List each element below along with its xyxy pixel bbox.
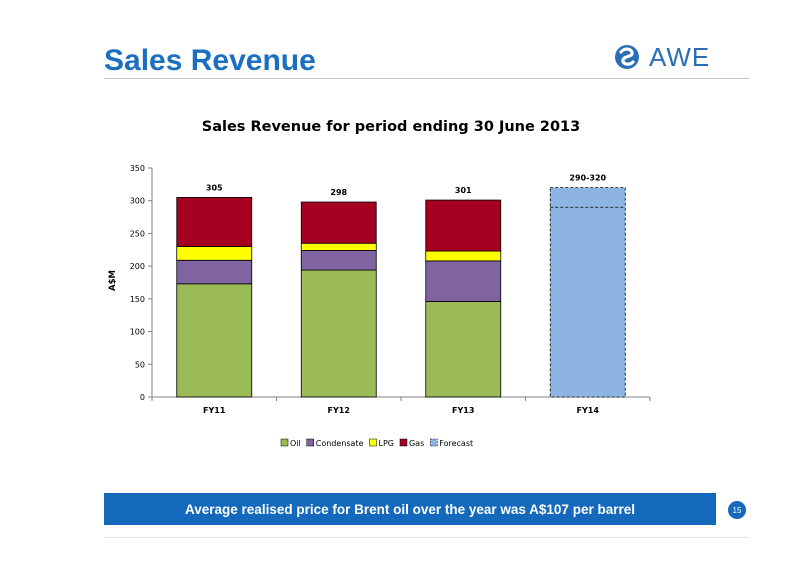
- legend-label-lpg: LPG: [379, 439, 394, 448]
- y-tick-label: 300: [130, 197, 145, 206]
- legend-label-oil: Oil: [290, 439, 301, 448]
- legend-label-condensate: Condensate: [316, 439, 364, 448]
- x-tick-label: FY12: [328, 406, 350, 415]
- legend-label-forecast: Forecast: [439, 439, 473, 448]
- page-title: Sales Revenue: [104, 44, 316, 77]
- y-tick-label: 150: [130, 295, 145, 304]
- bar-lpg-fy12: [300, 242, 377, 251]
- bar-gas-fy11: [176, 197, 253, 247]
- bar-oil-fy12: [300, 269, 377, 398]
- bar-oil-fy11: [176, 283, 253, 398]
- bar-gas-fy13: [425, 199, 502, 252]
- bottom-banner: Average realised price for Brent oil ove…: [104, 493, 716, 525]
- footer-divider: [104, 537, 749, 538]
- legend-swatch-gas: [399, 438, 408, 447]
- x-tick-label: FY11: [203, 406, 226, 415]
- bar-condensate-fy13: [425, 260, 502, 302]
- data-label-fy12: 298: [330, 188, 347, 197]
- legend-swatch-lpg: [369, 438, 377, 447]
- page-number: 15: [728, 501, 746, 519]
- y-tick-label: 100: [130, 328, 145, 337]
- data-label-fy13: 301: [455, 186, 472, 195]
- data-label-fy11: 305: [206, 183, 223, 192]
- bar-gas-fy12: [300, 201, 377, 244]
- data-label-fy14: 290-320: [569, 174, 606, 183]
- legend-swatch-forecast: [430, 438, 438, 447]
- bar-lpg-fy11: [176, 246, 253, 261]
- bar-forecast-fy14: [549, 187, 626, 398]
- y-tick-label: 200: [130, 262, 145, 271]
- legend-label-gas: Gas: [409, 439, 424, 448]
- chart-title: Sales Revenue for period ending 30 June …: [202, 119, 580, 135]
- bar-oil-fy13: [425, 301, 502, 398]
- bar-lpg-fy13: [425, 250, 502, 262]
- company-logo: AWE: [613, 42, 710, 72]
- legend-swatch-condensate: [306, 438, 314, 447]
- y-axis-label: A$M: [108, 270, 118, 291]
- legend-swatch-oil: [280, 438, 289, 447]
- bar-condensate-fy11: [176, 259, 253, 285]
- x-tick-label: FY14: [577, 406, 600, 415]
- awe-logo-icon: [615, 45, 639, 69]
- y-tick-label: 350: [130, 164, 145, 173]
- y-tick-label: 0: [140, 393, 145, 402]
- y-tick-label: 250: [130, 229, 145, 238]
- title-divider: [104, 78, 749, 79]
- y-tick-label: 50: [135, 360, 145, 369]
- x-tick-label: FY13: [452, 406, 474, 415]
- logo-text: AWE: [649, 41, 711, 72]
- bar-condensate-fy12: [300, 250, 377, 271]
